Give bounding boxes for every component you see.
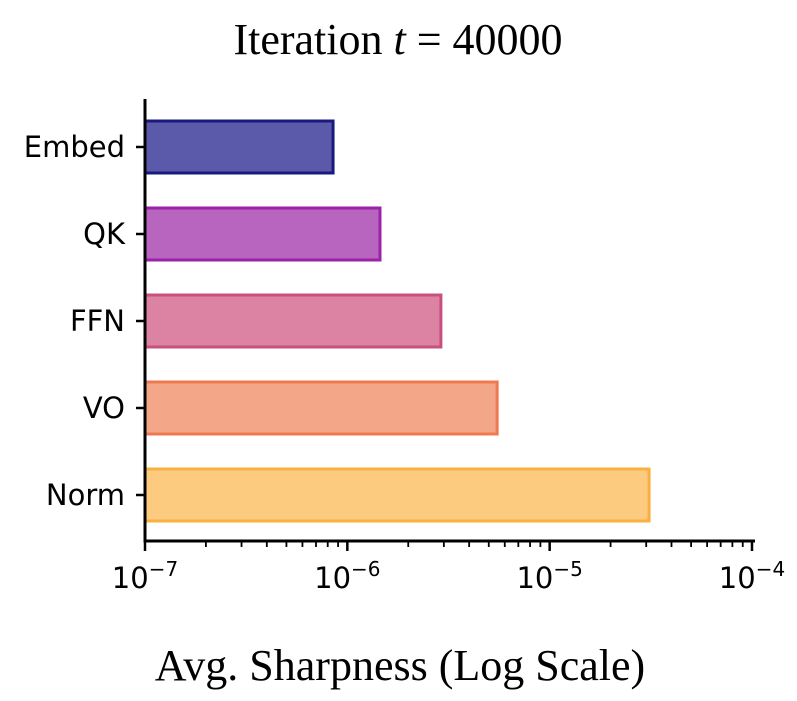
x-tick-label: 10−6 <box>314 557 380 595</box>
x-tick-label: 10−4 <box>719 557 785 595</box>
chart-title: Iteration t = 40000 <box>233 15 562 64</box>
x-axis-label: Avg. Sharpness (Log Scale) <box>155 641 645 690</box>
bar-norm <box>143 467 651 523</box>
y-label-vo: VO <box>83 391 125 425</box>
x-ticks: 10−7 10−6 10−5 10−4 <box>112 541 785 595</box>
bar-qk <box>143 206 382 262</box>
y-tick-labels: Embed QK FFN VO Norm <box>24 130 145 512</box>
chart-title-prefix: Iteration <box>233 15 393 64</box>
y-label-embed: Embed <box>24 130 125 164</box>
bar-vo <box>143 380 499 436</box>
x-tick-label: 10−7 <box>112 557 178 595</box>
chart-title-variable: t <box>393 15 407 64</box>
x-tick-label: 10−5 <box>516 557 582 595</box>
bars-group <box>143 119 651 523</box>
y-label-qk: QK <box>83 217 126 251</box>
y-label-norm: Norm <box>46 478 125 512</box>
bar-embed <box>143 119 335 175</box>
bar-ffn <box>143 293 443 349</box>
chart-title-suffix: = 40000 <box>406 15 563 64</box>
y-label-ffn: FFN <box>70 304 125 338</box>
